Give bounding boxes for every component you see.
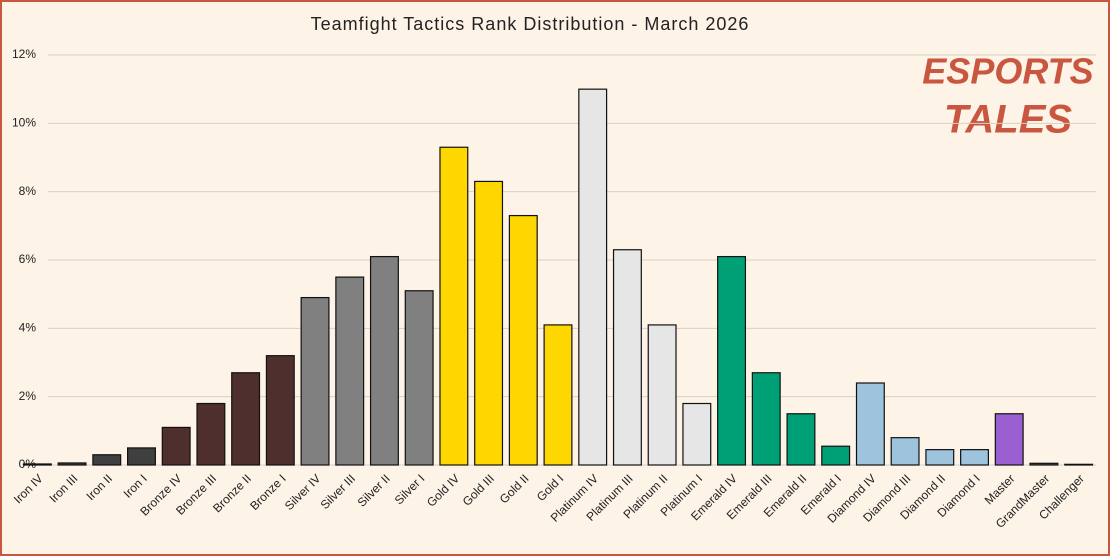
y-tick-label: 4% [19, 321, 37, 335]
bar [855, 382, 885, 466]
bar [265, 355, 295, 466]
y-tick-label: 12% [12, 47, 36, 61]
bar [890, 437, 920, 466]
bar [1064, 463, 1094, 466]
y-tick-label: 8% [19, 184, 37, 198]
bar [543, 324, 573, 466]
bar [751, 372, 781, 466]
bar [22, 463, 52, 466]
bar [196, 402, 226, 466]
bar [57, 462, 87, 466]
bar [335, 276, 365, 466]
bar [960, 449, 990, 466]
bar [578, 88, 608, 466]
bar [994, 413, 1024, 466]
bar [786, 413, 816, 466]
bar [369, 255, 399, 466]
bar [300, 296, 330, 466]
bar [821, 445, 851, 466]
bar [925, 449, 955, 466]
y-tick-label: 6% [19, 252, 37, 266]
bar [1029, 462, 1059, 466]
bar [439, 146, 469, 466]
bar [612, 249, 642, 466]
bar [717, 255, 747, 466]
bar [474, 180, 504, 466]
chart-title: Teamfight Tactics Rank Distribution - Ma… [311, 14, 750, 34]
bar [231, 372, 261, 466]
bar [404, 290, 434, 466]
bar [92, 454, 122, 466]
logo-line: ESPORTS [922, 51, 1093, 92]
bar [508, 214, 538, 466]
logo-line: TALES [944, 98, 1072, 142]
bar [682, 402, 712, 466]
bar [126, 447, 156, 466]
y-tick-label: 2% [19, 389, 37, 403]
y-tick-label: 10% [12, 116, 36, 130]
bar [647, 324, 677, 466]
bar [161, 426, 191, 466]
